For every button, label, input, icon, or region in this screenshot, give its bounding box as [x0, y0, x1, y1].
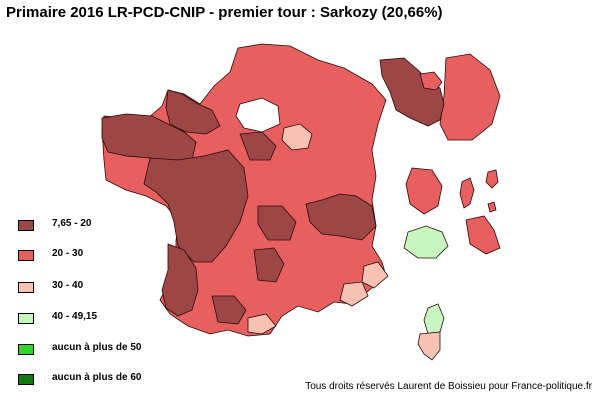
corsica-north: [423, 303, 445, 335]
guyane-inset: [465, 215, 501, 255]
legend-label: 20 - 30: [52, 248, 84, 259]
idf-inset-paris: [419, 71, 443, 91]
martinique-inset: [459, 177, 475, 209]
guadeloupe-inset: [405, 167, 443, 215]
idf-inset-outer: [439, 53, 501, 141]
alpes-maritimes-area: [361, 261, 389, 289]
pyrenees-region: [211, 295, 247, 325]
lorraine-east-region: [239, 131, 277, 161]
saint-pierre-inset: [487, 201, 497, 213]
legend-item: 40 - 49,15: [18, 311, 238, 325]
legend-swatch: [18, 313, 34, 324]
legend-label: 30 - 40: [52, 280, 84, 291]
legend-item: aucun à plus de 50: [18, 342, 238, 356]
legend-label: 7,65 - 20: [52, 218, 92, 229]
corsica-south: [417, 331, 441, 361]
var-area: [339, 281, 369, 307]
legend-item: 7,65 - 20: [18, 218, 238, 232]
legend-label: aucun à plus de 50: [52, 342, 142, 353]
legend-swatch: [18, 250, 34, 261]
legend-swatch: [18, 282, 34, 293]
idf-inset-west: [379, 57, 445, 127]
massif-south-region: [253, 247, 285, 283]
map-title: Primaire 2016 LR-PCD-CNIP - premier tour…: [6, 4, 443, 21]
legend-swatch: [18, 344, 34, 355]
west-center-region: [143, 149, 249, 263]
legend-item: 20 - 30: [18, 248, 238, 262]
pyrenees-orientales-area: [247, 313, 277, 335]
legend-swatch: [18, 374, 34, 385]
reunion-inset: [403, 225, 449, 259]
alps-region: [305, 193, 377, 241]
paris-west-area: [281, 123, 313, 151]
legend-label: aucun à plus de 60: [52, 372, 142, 383]
copyright-credit: Tous droits réservés Laurent de Boissieu…: [305, 381, 592, 392]
southwest-region: [161, 243, 199, 317]
paris-area: [235, 97, 281, 133]
legend-item: aucun à plus de 60: [18, 372, 238, 386]
auvergne-region: [257, 205, 297, 241]
legend-item: 30 - 40: [18, 280, 238, 294]
legend-label: 40 - 49,15: [52, 311, 98, 322]
legend-swatch: [18, 220, 34, 231]
normandy-region: [165, 89, 221, 135]
mayotte-inset: [485, 169, 499, 189]
